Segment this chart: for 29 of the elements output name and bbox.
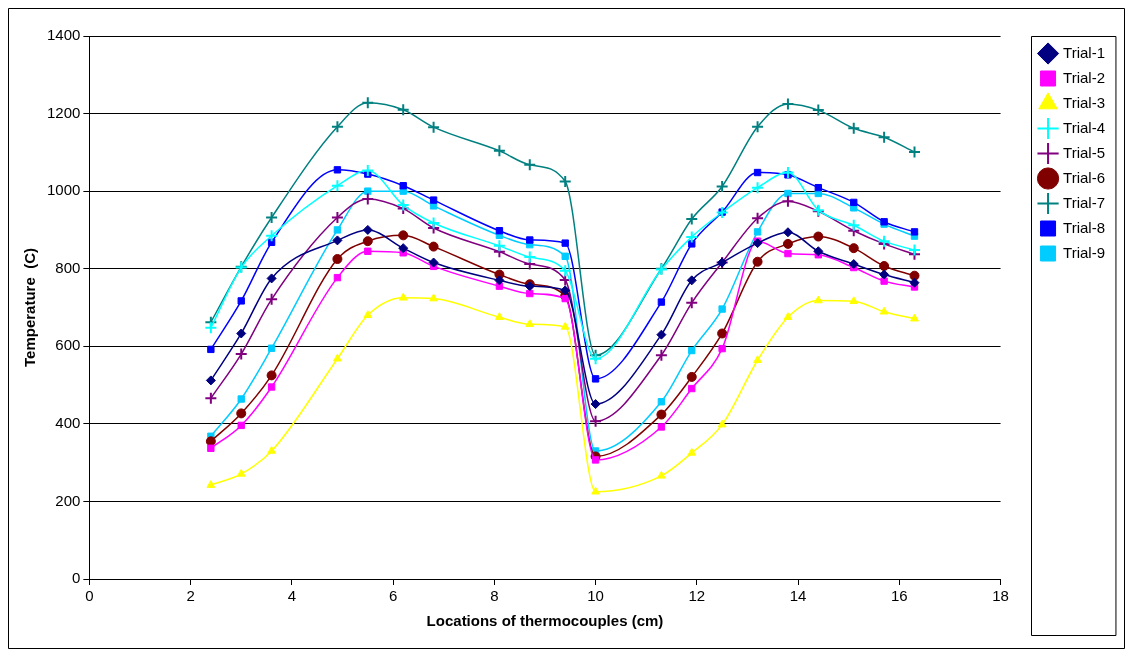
x-tick-label: 10 xyxy=(587,587,604,605)
x-tick-label: 4 xyxy=(287,587,297,605)
y-tick-label: 200 xyxy=(55,491,81,509)
x-tick-label: 6 xyxy=(388,587,398,605)
x-tick-label: 8 xyxy=(490,587,499,605)
y-tick-label: 1000 xyxy=(46,181,81,199)
x-tick-label: 12 xyxy=(688,587,706,605)
legend-label: Trial-6 xyxy=(1063,168,1106,186)
y-axis-title: Temperature (C) xyxy=(21,248,39,367)
y-tick-label: 1400 xyxy=(46,26,81,44)
x-axis-title: Locations of thermocouples (cm) xyxy=(426,612,664,630)
legend-label: Trial-3 xyxy=(1063,93,1106,111)
x-tick-label: 18 xyxy=(992,587,1009,605)
x-tick-label: 2 xyxy=(186,587,195,605)
legend-label: Trial-2 xyxy=(1063,68,1106,86)
y-tick-label: 600 xyxy=(55,336,81,354)
x-tick-label: 0 xyxy=(85,587,94,605)
y-tick-label: 0 xyxy=(72,569,81,587)
legend-label: Trial-4 xyxy=(1063,118,1106,136)
x-tick-label: 16 xyxy=(890,587,908,605)
legend-label: Trial-9 xyxy=(1063,243,1106,261)
y-tick-label: 800 xyxy=(55,258,81,276)
legend-label: Trial-8 xyxy=(1063,218,1106,236)
legend-label: Trial-5 xyxy=(1063,143,1106,161)
x-tick-label: 14 xyxy=(789,587,807,605)
legend-label: Trial-7 xyxy=(1063,193,1106,211)
y-tick-label: 1200 xyxy=(46,103,81,121)
legend-label: Trial-1 xyxy=(1063,43,1106,61)
y-tick-label: 400 xyxy=(55,414,81,431)
